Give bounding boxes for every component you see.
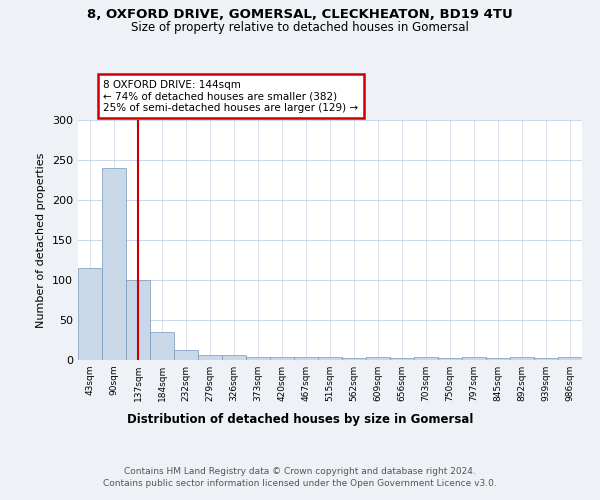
Bar xyxy=(414,357,438,360)
Y-axis label: Number of detached properties: Number of detached properties xyxy=(37,152,46,328)
Bar xyxy=(534,358,558,360)
Text: Size of property relative to detached houses in Gomersal: Size of property relative to detached ho… xyxy=(131,21,469,34)
Text: Distribution of detached houses by size in Gomersal: Distribution of detached houses by size … xyxy=(127,412,473,426)
Bar xyxy=(126,280,150,360)
Bar xyxy=(270,357,294,360)
Bar xyxy=(462,357,486,360)
Bar xyxy=(342,358,366,360)
Bar xyxy=(486,358,510,360)
Bar xyxy=(510,357,534,360)
Bar xyxy=(102,168,126,360)
Text: 8, OXFORD DRIVE, GOMERSAL, CLECKHEATON, BD19 4TU: 8, OXFORD DRIVE, GOMERSAL, CLECKHEATON, … xyxy=(87,8,513,20)
Bar xyxy=(438,358,462,360)
Bar xyxy=(222,355,246,360)
Bar xyxy=(78,268,102,360)
Bar xyxy=(294,357,318,360)
Bar xyxy=(366,357,390,360)
Bar xyxy=(150,332,174,360)
Bar xyxy=(390,358,414,360)
Text: 8 OXFORD DRIVE: 144sqm
← 74% of detached houses are smaller (382)
25% of semi-de: 8 OXFORD DRIVE: 144sqm ← 74% of detached… xyxy=(103,80,358,113)
Bar xyxy=(558,357,582,360)
Bar xyxy=(318,357,342,360)
Text: Contains HM Land Registry data © Crown copyright and database right 2024.: Contains HM Land Registry data © Crown c… xyxy=(124,468,476,476)
Bar xyxy=(246,357,270,360)
Bar xyxy=(198,355,222,360)
Bar xyxy=(174,350,198,360)
Text: Contains public sector information licensed under the Open Government Licence v3: Contains public sector information licen… xyxy=(103,479,497,488)
